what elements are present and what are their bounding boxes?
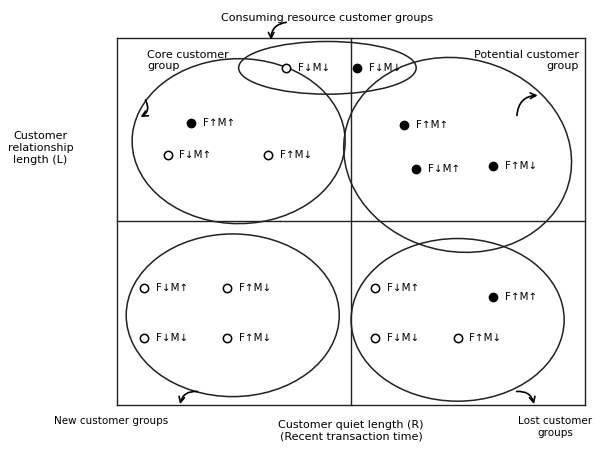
- Text: F↓M↑: F↓M↑: [179, 150, 212, 160]
- Text: F↑M↓: F↑M↓: [469, 333, 502, 343]
- Text: F↓M↓: F↓M↓: [298, 63, 330, 73]
- Text: F↑M↑: F↑M↑: [505, 292, 537, 302]
- Text: Potential customer
group: Potential customer group: [474, 49, 579, 71]
- Text: F↑M↑: F↑M↑: [416, 120, 448, 130]
- Text: Customer quiet length (R)
(Recent transaction time): Customer quiet length (R) (Recent transa…: [278, 420, 424, 441]
- Text: Customer
relationship
length (L): Customer relationship length (L): [8, 131, 73, 165]
- Text: Core customer
group: Core customer group: [147, 49, 229, 71]
- Text: F↓M↓: F↓M↓: [156, 333, 188, 343]
- Text: F↓M↓: F↓M↓: [369, 63, 401, 73]
- Text: F↑M↓: F↑M↓: [505, 161, 537, 171]
- Text: F↑M↓: F↑M↓: [239, 333, 271, 343]
- Text: F↑M↑: F↑M↑: [203, 118, 236, 128]
- Text: F↓M↑: F↓M↑: [387, 283, 419, 293]
- Text: F↓M↑: F↓M↑: [428, 164, 460, 174]
- Text: Lost customer
groups: Lost customer groups: [518, 416, 593, 437]
- Text: Consuming resource customer groups: Consuming resource customer groups: [221, 13, 434, 23]
- Text: F↓M↓: F↓M↓: [387, 333, 419, 343]
- Text: New customer groups: New customer groups: [54, 416, 169, 426]
- Text: F↑M↓: F↑M↓: [280, 150, 312, 160]
- Text: F↓M↑: F↓M↑: [156, 283, 188, 293]
- Text: F↑M↓: F↑M↓: [239, 283, 271, 293]
